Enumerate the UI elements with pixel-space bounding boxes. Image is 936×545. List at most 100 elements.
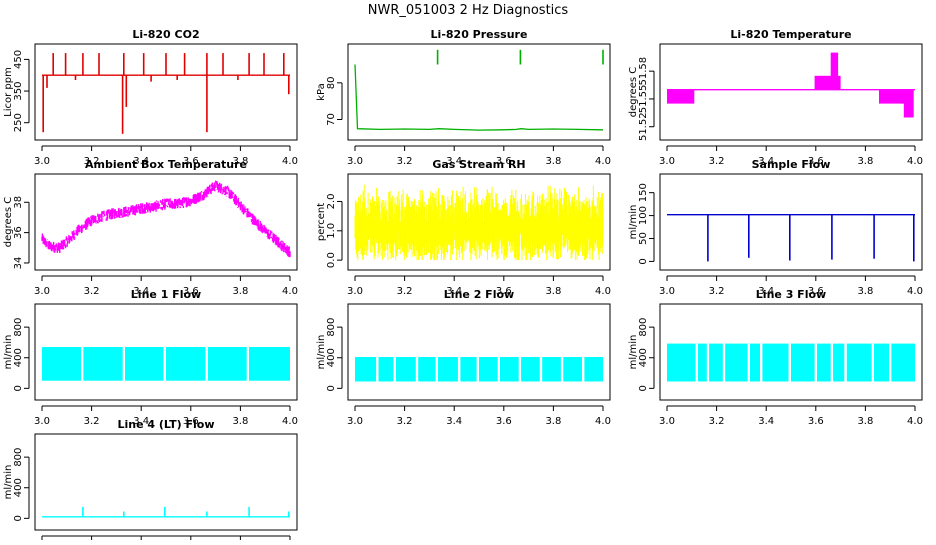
series-band-block <box>879 89 912 104</box>
x-tick-label: 3.0 <box>659 416 675 427</box>
y-axis: 0.0 1.0 2.0 <box>326 194 343 268</box>
y-axis-label: ml/min <box>628 335 639 370</box>
series-segment <box>846 343 872 382</box>
x-tick-label: 3.4 <box>758 416 774 427</box>
x-tick-label: 4.0 <box>595 156 611 167</box>
y-tick-label: 80 <box>326 76 337 89</box>
panel-title: Line 3 Flow <box>756 288 826 301</box>
y-axis-label: percent <box>316 203 327 241</box>
y-tick-label: 51.58 <box>638 57 649 86</box>
x-tick-label: 3.0 <box>659 286 675 297</box>
data-layer <box>355 357 603 382</box>
x-tick-label: 3.4 <box>446 286 462 297</box>
y-axis: 250 350 450 <box>13 50 30 132</box>
y-tick-label: 0 <box>13 385 24 391</box>
x-tick-label: 4.0 <box>907 286 923 297</box>
plot-frame <box>347 173 611 271</box>
x-tick-label: 3.8 <box>232 156 248 167</box>
y-tick-label: 0 <box>638 385 649 391</box>
series-segment <box>874 343 889 382</box>
x-axis: 3.03.23.43.63.84.0 <box>41 535 291 541</box>
x-tick-label: 3.6 <box>496 416 512 427</box>
panel-title: Li-820 CO2 <box>132 28 199 41</box>
data-layer <box>667 343 915 382</box>
x-tick-label: 3.4 <box>133 416 149 427</box>
data-layer <box>42 347 290 381</box>
y-tick-label: 800 <box>13 318 24 337</box>
y-tick-label: 0.0 <box>326 252 337 268</box>
plot-frame <box>34 433 298 531</box>
x-tick-label: 3.8 <box>232 416 248 427</box>
x-tick-label: 3.8 <box>545 156 561 167</box>
plot-frame <box>34 303 298 401</box>
series-segment <box>521 357 540 382</box>
series-segment <box>355 357 377 382</box>
data-layer <box>42 506 290 518</box>
panel-1: Li-820 CO2 Licor ppm 3.0 3.2 3.4 3.6 3.8 4.0 250… <box>3 28 298 167</box>
series-segment <box>762 343 789 382</box>
series-band-block <box>667 89 695 104</box>
series-segment <box>667 343 696 382</box>
series-segment <box>725 343 748 382</box>
x-tick-label: 3.6 <box>183 156 199 167</box>
series-segment <box>460 357 477 382</box>
series-band <box>41 180 291 258</box>
series-segment <box>709 343 723 382</box>
x-tick-label: 3.4 <box>446 416 462 427</box>
panel-8: Line 2 Flow ml/min 3.0 3.2 3.4 3.6 3.8 4.0 0 400 8… <box>316 288 611 427</box>
y-axis: 0 400 800 <box>13 318 30 392</box>
series-segment <box>891 343 915 382</box>
y-axis: 0 50 100 150 <box>638 183 655 265</box>
x-tick-label: 3.6 <box>808 416 824 427</box>
y-tick-label: 800 <box>326 318 337 337</box>
y-tick-label: 400 <box>638 348 649 367</box>
x-tick-label: 3.2 <box>709 416 725 427</box>
y-tick-label: 38 <box>13 196 24 209</box>
plot-frame <box>347 43 611 141</box>
y-axis: 0 400 800 <box>13 448 30 522</box>
y-tick-label: 450 <box>13 50 24 69</box>
x-tick-label: 3.4 <box>758 156 774 167</box>
panel-9: Line 3 Flow ml/min 3.0 3.2 3.4 3.6 3.8 4.0 0 400 8… <box>628 288 923 427</box>
panel-title: Ambient Box Temperature <box>85 158 247 171</box>
x-tick-label: 3.4 <box>446 156 462 167</box>
y-tick-label: 0 <box>326 385 337 391</box>
x-tick-label: 3.2 <box>84 286 100 297</box>
x-tick-label: 3.8 <box>545 416 561 427</box>
panel-10: Line 4 (LT) Flowml/min3.03.23.43.63.84.0… <box>3 418 298 541</box>
series-segment <box>584 357 603 382</box>
y-tick-label: 70 <box>326 113 337 126</box>
series-segment <box>207 347 247 381</box>
x-tick-label: 4.0 <box>907 416 923 427</box>
x-tick-label: 3.8 <box>857 286 873 297</box>
x-tick-label: 3.0 <box>659 156 675 167</box>
series-segment <box>249 347 290 381</box>
x-tick-label: 3.6 <box>183 416 199 427</box>
series-segment <box>817 343 831 382</box>
x-tick-label: 3.8 <box>857 156 873 167</box>
plot-frame <box>347 303 611 401</box>
y-axis-label: degrees C <box>628 67 639 117</box>
x-tick-label: 3.6 <box>808 156 824 167</box>
x-tick-label: 3.0 <box>34 286 50 297</box>
plot-frame <box>34 43 298 141</box>
y-tick-label: 2.0 <box>326 194 337 210</box>
data-layer <box>354 184 604 261</box>
y-tick-label: 36 <box>13 226 24 239</box>
series-segment <box>83 347 123 381</box>
y-tick-label: 400 <box>13 348 24 367</box>
plot-frame <box>659 173 923 271</box>
data-layer <box>667 214 915 262</box>
x-tick-label: 3.6 <box>496 286 512 297</box>
series-segment <box>395 357 416 382</box>
y-axis-label: degrees C <box>3 197 14 247</box>
series-segment <box>166 347 206 381</box>
panel-title: Line 4 (LT) Flow <box>118 418 215 431</box>
